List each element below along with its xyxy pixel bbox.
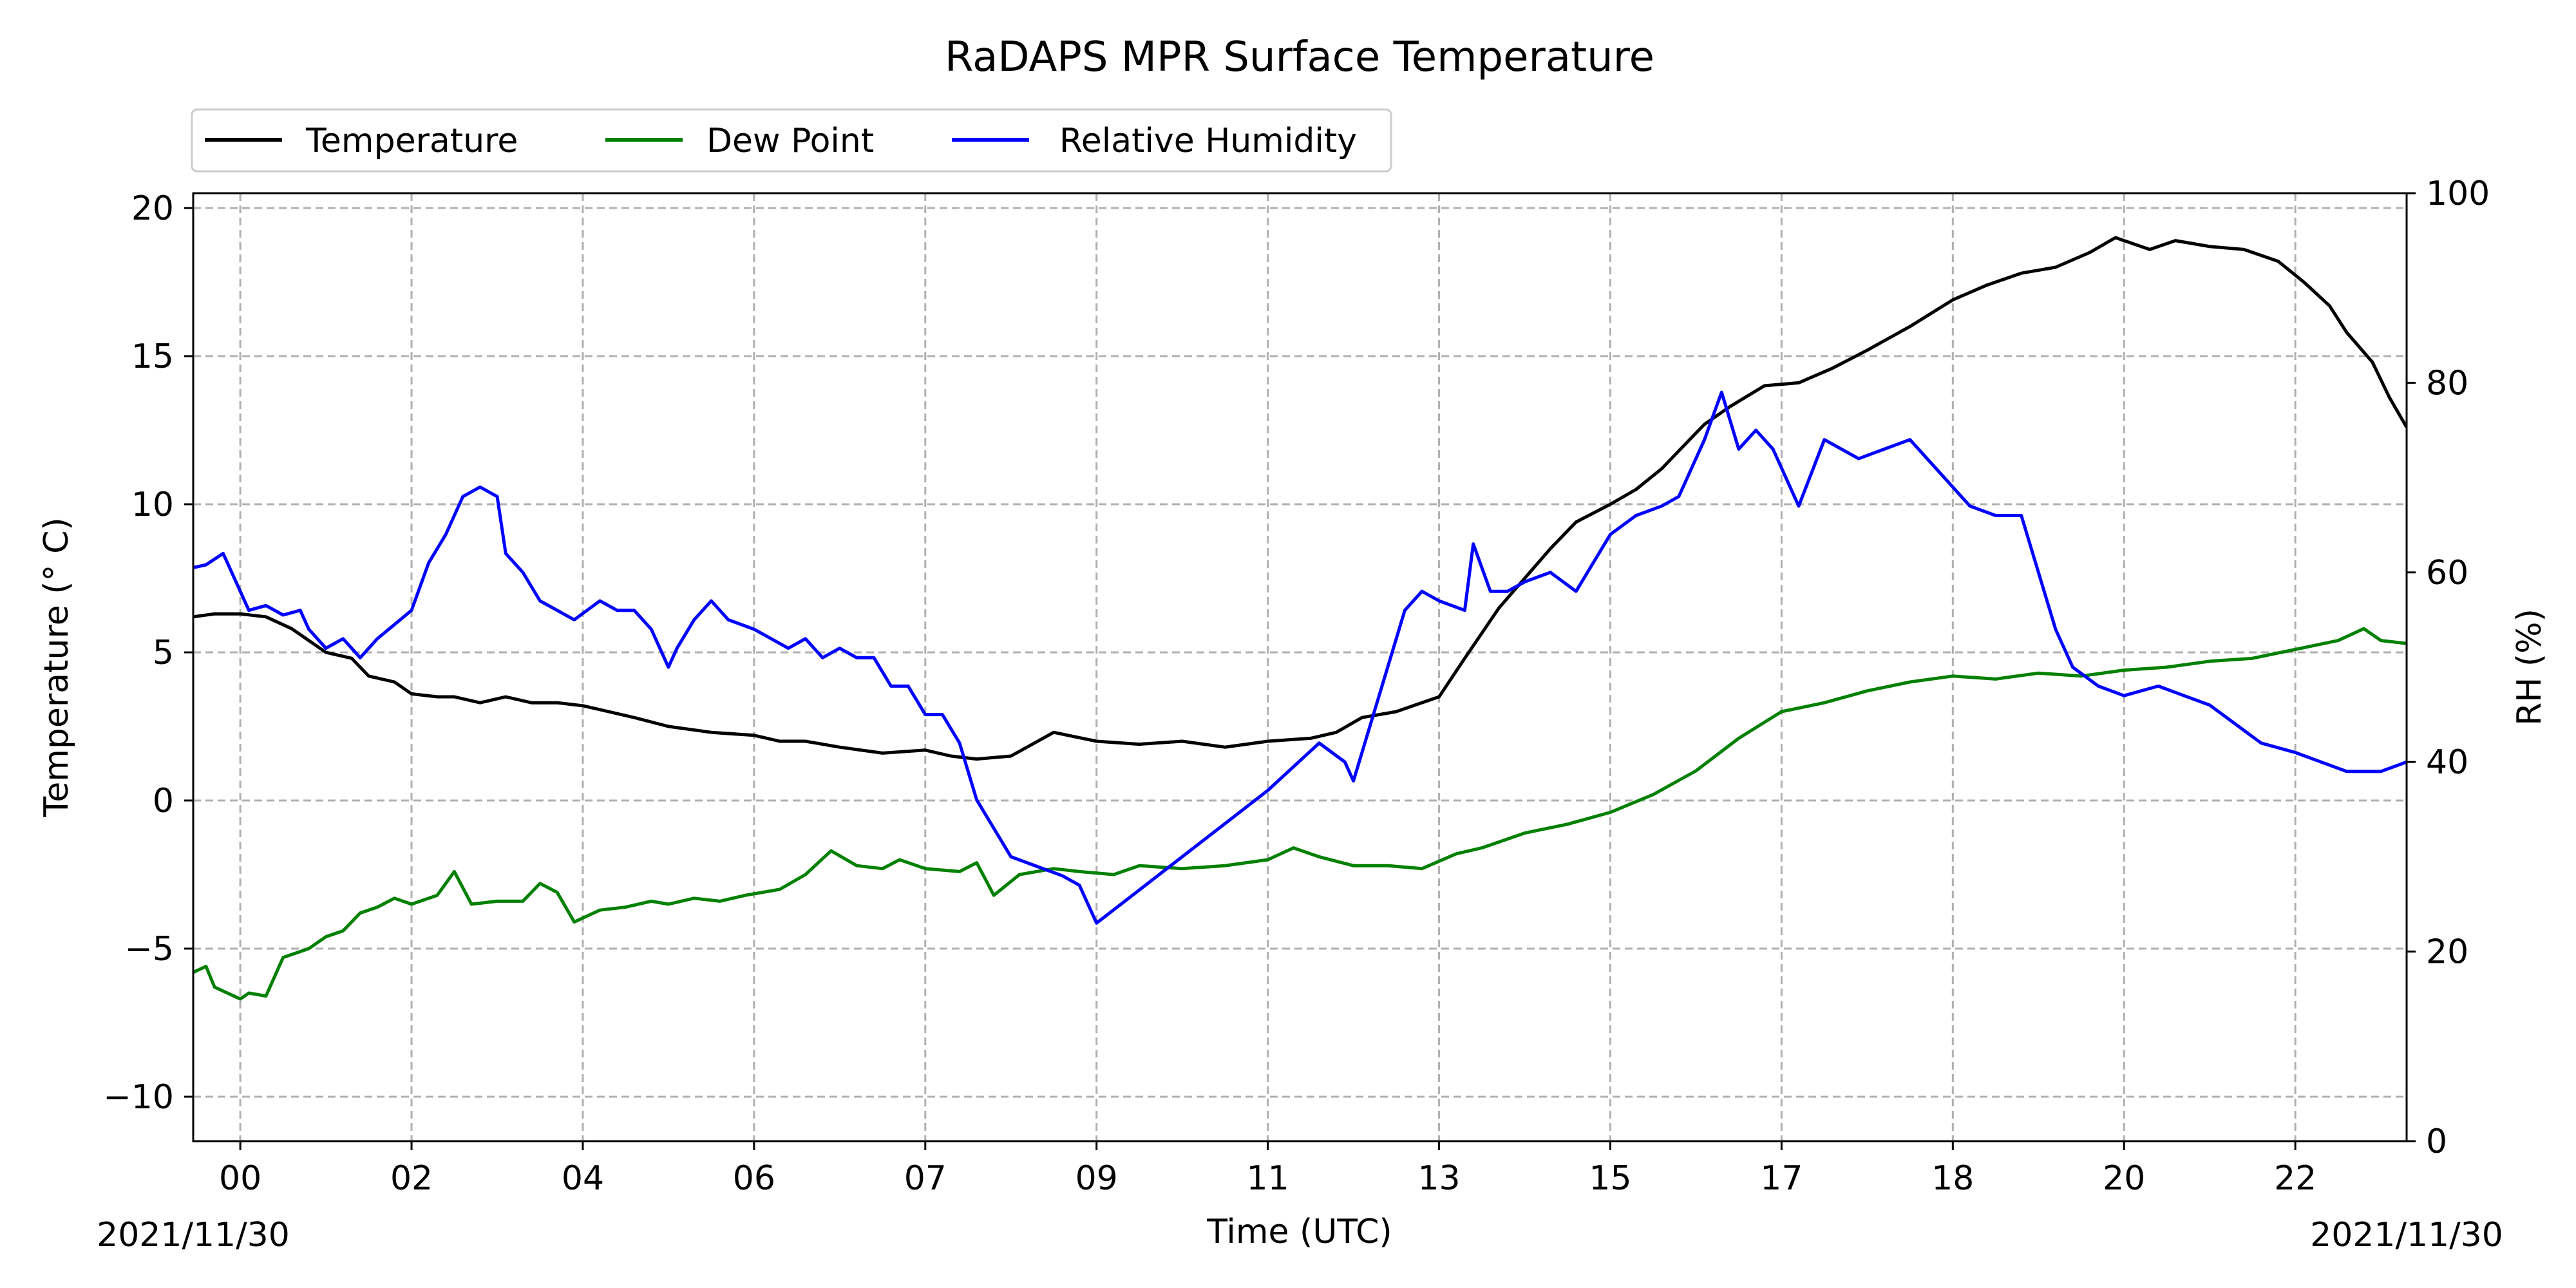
y-axis-right: 0 20 40 60 80 100 bbox=[2407, 175, 2490, 1161]
y-axis-right-label: RH (%) bbox=[2510, 609, 2549, 726]
y-right-tick-label: 100 bbox=[2426, 175, 2490, 213]
legend-label-relative-humidity: Relative Humidity bbox=[1059, 122, 1357, 160]
x-axis: 00 02 04 06 07 09 11 13 15 17 18 20 22 bbox=[219, 1141, 2316, 1198]
y-right-tick-label: 20 bbox=[2426, 933, 2468, 972]
y-right-tick-label: 0 bbox=[2426, 1122, 2447, 1161]
x-tick-label: 00 bbox=[219, 1159, 261, 1198]
plot-frame bbox=[192, 192, 2408, 1142]
x-tick-label: 22 bbox=[2274, 1159, 2316, 1198]
series-layer bbox=[193, 236, 2407, 1001]
y-axis-left: −10 −5 0 5 10 15 20 bbox=[103, 189, 193, 1117]
plot-background bbox=[193, 193, 2407, 1141]
x-tick-label: 07 bbox=[904, 1159, 947, 1198]
y-left-tick-label: −10 bbox=[103, 1078, 174, 1117]
x-tick-label: 02 bbox=[390, 1159, 433, 1198]
y-right-tick-label: 80 bbox=[2426, 364, 2468, 402]
y-left-tick-label: 5 bbox=[153, 634, 174, 672]
grid bbox=[193, 193, 2407, 1141]
date-label-left: 2021/11/30 bbox=[97, 1216, 290, 1255]
legend-label-dew-point: Dew Point bbox=[706, 122, 874, 160]
x-tick-label: 17 bbox=[1760, 1159, 1803, 1198]
legend: Temperature Dew Point Relative Humidity bbox=[191, 108, 1392, 173]
x-tick-label: 04 bbox=[562, 1159, 604, 1198]
y-left-tick-label: 15 bbox=[131, 337, 174, 376]
x-tick-label: 11 bbox=[1247, 1159, 1289, 1198]
x-tick-label: 06 bbox=[733, 1159, 775, 1198]
x-tick-label: 09 bbox=[1075, 1159, 1118, 1198]
date-label-right: 2021/11/30 bbox=[2310, 1216, 2503, 1255]
chart-title: RaDAPS MPR Surface Temperature bbox=[945, 33, 1654, 81]
x-axis-label: Time (UTC) bbox=[1206, 1213, 1392, 1251]
plot-area bbox=[192, 192, 2408, 1142]
y-left-tick-label: 20 bbox=[131, 189, 174, 228]
series-line-dew-point bbox=[193, 627, 2407, 1001]
y-left-tick-label: 0 bbox=[153, 782, 174, 820]
series-line-relative-humidity bbox=[193, 390, 2407, 925]
y-axis-left-label: Temperature (° C) bbox=[37, 517, 76, 817]
y-right-tick-label: 40 bbox=[2426, 743, 2468, 782]
legend-frame bbox=[191, 108, 1392, 173]
x-tick-label: 20 bbox=[2103, 1159, 2145, 1198]
x-tick-label: 13 bbox=[1417, 1159, 1460, 1198]
y-left-tick-label: −5 bbox=[124, 930, 174, 969]
x-tick-label: 18 bbox=[1931, 1159, 1974, 1198]
y-right-tick-label: 60 bbox=[2426, 554, 2468, 592]
x-tick-label: 15 bbox=[1589, 1159, 1631, 1198]
series-line-temperature bbox=[193, 236, 2407, 761]
y-left-tick-label: 10 bbox=[131, 486, 174, 524]
legend-label-temperature: Temperature bbox=[305, 122, 518, 160]
